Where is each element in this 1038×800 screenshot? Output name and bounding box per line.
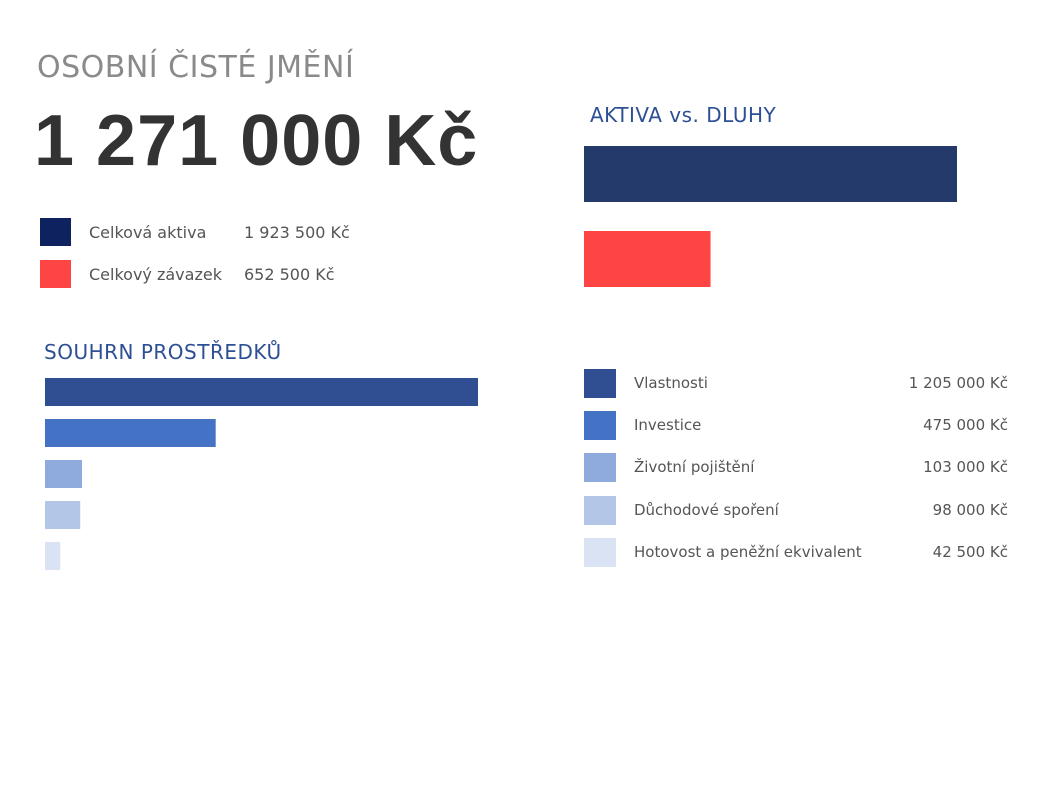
asset-summary-bar-1: [45, 419, 216, 447]
asset-summary-title: SOUHRN PROSTŘEDKŮ: [44, 340, 282, 364]
asset-label: Životní pojištění: [634, 458, 755, 476]
asset-swatch-vlastnosti: [584, 368, 616, 398]
asset-value: 103 000 Kč: [923, 458, 1008, 476]
asset-swatch-duchodove-sporeni: [584, 495, 616, 525]
legend-value-total-assets: 1 923 500 Kč: [244, 222, 350, 242]
assets-vs-debts-bar-1: [584, 231, 711, 287]
asset-value: 42 500 Kč: [932, 543, 1008, 561]
asset-summary-bar-4: [45, 542, 61, 570]
assets-vs-debts-title: AKTIVA vs. DLUHY: [590, 103, 777, 127]
legend-label-total-assets: Celková aktiva: [89, 222, 207, 242]
asset-swatch-investice: [584, 410, 616, 440]
asset-value: 475 000 Kč: [923, 416, 1008, 434]
legend-swatch-total-liabilities: [40, 260, 71, 288]
asset-legend-item: Důchodové spoření 98 000 Kč: [584, 495, 1008, 525]
asset-legend-item: Životní pojištění 103 000 Kč: [584, 452, 1008, 482]
asset-summary-bar-0: [45, 378, 478, 406]
legend-total-liabilities: Celkový závazek 652 500 Kč: [40, 259, 335, 289]
asset-summary-bar-2: [45, 460, 83, 488]
legend-total-assets: Celková aktiva 1 923 500 Kč: [40, 217, 350, 247]
asset-label: Investice: [634, 416, 702, 434]
page-title: OSOBNÍ ČISTÉ JMĚNÍ: [37, 50, 355, 85]
asset-legend-item: Investice 475 000 Kč: [584, 410, 1008, 440]
asset-label: Důchodové spoření: [634, 501, 779, 519]
asset-label: Vlastnosti: [634, 374, 708, 392]
asset-label: Hotovost a peněžní ekvivalent: [634, 543, 862, 561]
assets-vs-debts-chart: [584, 146, 957, 287]
legend-label-total-liabilities: Celkový závazek: [89, 264, 222, 284]
net-worth-value: 1 271 000 Kč: [34, 101, 479, 181]
asset-value: 1 205 000 Kč: [908, 374, 1008, 392]
asset-legend-item: Vlastnosti 1 205 000 Kč: [584, 368, 1008, 398]
assets-vs-debts-bar-0: [584, 146, 957, 202]
legend-value-total-liabilities: 652 500 Kč: [244, 264, 335, 284]
asset-swatch-hotovost: [584, 537, 616, 567]
asset-swatch-zivotni-pojisteni: [584, 452, 616, 482]
asset-legend-item: Hotovost a peněžní ekvivalent 42 500 Kč: [584, 537, 1008, 567]
asset-summary-bar-3: [45, 501, 81, 529]
asset-value: 98 000 Kč: [932, 501, 1008, 519]
asset-summary-chart: [45, 378, 478, 570]
legend-swatch-total-assets: [40, 218, 71, 246]
